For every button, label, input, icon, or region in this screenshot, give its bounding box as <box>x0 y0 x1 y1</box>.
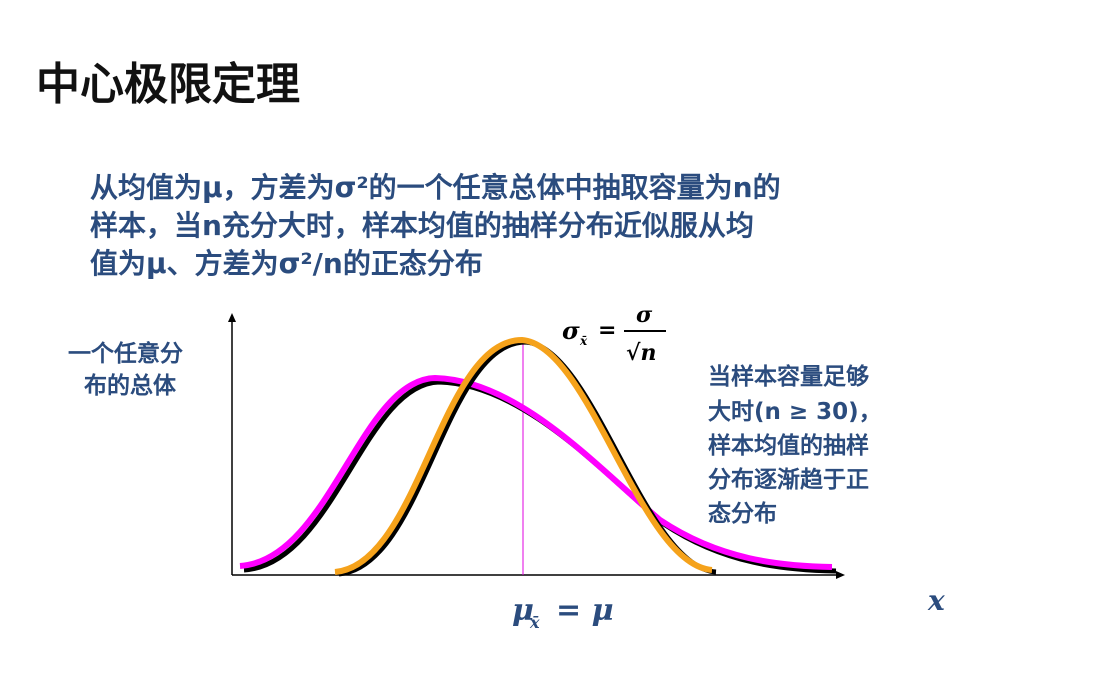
statement-line: 从均值为μ，方差为σ²的一个任意总体中抽取容量为n的 <box>90 171 781 204</box>
population-label: 布的总体 <box>84 373 176 399</box>
slide-title: 中心极限定理 <box>36 59 300 110</box>
statement-line: 值为μ、方差为σ²/n的正态分布 <box>90 247 483 280</box>
mean-sub: x̄ <box>529 613 540 632</box>
population-curve-shadow <box>243 379 837 574</box>
sampling-curve-shadow <box>338 339 717 577</box>
note-line: 当样本容量足够 <box>708 364 869 390</box>
sampling-curve <box>334 336 713 575</box>
mean-rhs: = μ <box>556 593 614 628</box>
axis-label: x <box>927 584 945 617</box>
sd-sub: x̄ <box>579 334 588 348</box>
note-line: 分布逐渐趋于正 <box>708 467 869 493</box>
sd-den: √n <box>626 340 656 366</box>
note-line: 样本均值的抽样 <box>708 433 869 459</box>
sd-num: σ <box>636 302 653 328</box>
mean-lhs: μ <box>512 593 534 628</box>
arrow <box>836 571 845 579</box>
arrow <box>228 313 236 322</box>
population-curve <box>239 374 833 570</box>
note-line: 态分布 <box>708 501 777 527</box>
sd-eq: = <box>598 318 616 343</box>
sd-lhs: σ <box>562 316 580 345</box>
population-label: 一个任意分 <box>68 341 183 367</box>
note-line: 大时(n ≥ 30)， <box>708 399 882 425</box>
statement-line: 样本，当n充分大时，样本均值的抽样分布近似服从均 <box>90 209 754 242</box>
